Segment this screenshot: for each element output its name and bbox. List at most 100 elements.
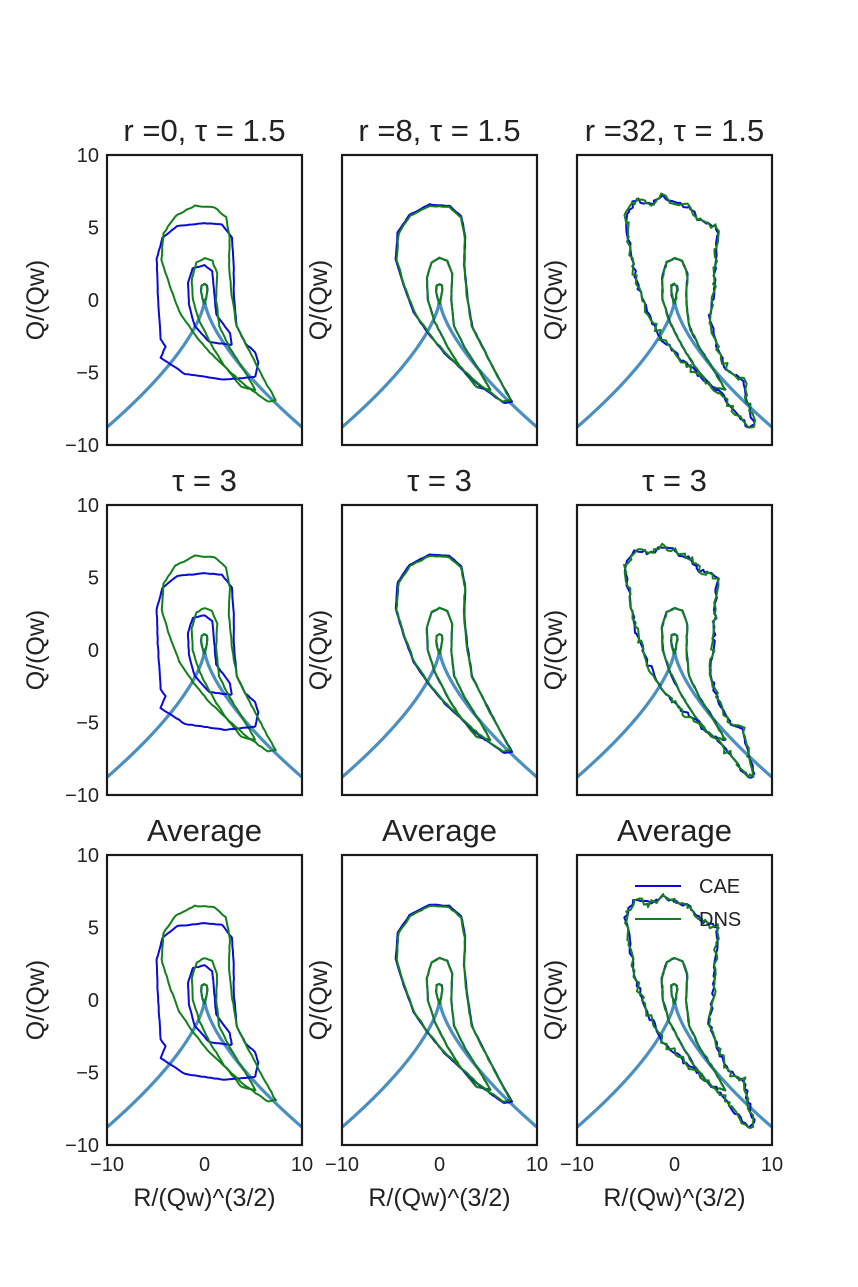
plot-area bbox=[577, 192, 772, 429]
panel-title: τ = 3 bbox=[642, 463, 707, 498]
dns-contour-1 bbox=[200, 632, 209, 655]
panel-1: r =0, τ = 1.5 10 5 0 −5 −10 Q/(Qw) bbox=[22, 113, 304, 457]
panel-title: τ = 3 bbox=[407, 463, 472, 498]
dns-contour-3 bbox=[160, 904, 277, 1103]
dns-contour-2 bbox=[660, 606, 727, 741]
vieillefosse-line bbox=[342, 648, 537, 779]
dns-contour-3 bbox=[395, 205, 512, 403]
x-axis-label: R/(Qw)^(3/2) bbox=[603, 1184, 745, 1212]
axes-frame bbox=[105, 503, 304, 797]
panel-6: τ = 3 Q/(Qw) bbox=[540, 463, 774, 797]
dns-contour-1 bbox=[670, 982, 679, 1005]
panel-title: Average bbox=[382, 813, 497, 848]
x-axis-label: R/(Qw)^(3/2) bbox=[368, 1184, 510, 1212]
vieillefosse-line bbox=[342, 298, 537, 429]
x-tick-label: 0 bbox=[669, 1154, 680, 1176]
cae-contour-3 bbox=[394, 553, 514, 755]
cae-contour-3 bbox=[155, 572, 260, 731]
y-tick-label: 5 bbox=[88, 918, 99, 940]
cae-contour-3 bbox=[394, 203, 513, 405]
vieillefosse-line bbox=[342, 998, 537, 1129]
y-tick-label: −5 bbox=[76, 1063, 99, 1085]
panel-9: Average Q/(Qw) −10 0 10 R/(Qw)^(3/2) CAE DNS bbox=[540, 813, 783, 1212]
vieillefosse-line bbox=[107, 648, 302, 779]
panel-title: τ = 3 bbox=[172, 463, 237, 498]
cae-contour-3 bbox=[155, 222, 260, 381]
dns-contour-1 bbox=[435, 982, 444, 1005]
dns-contour-2 bbox=[190, 957, 257, 1092]
panel-title: r =8, τ = 1.5 bbox=[358, 113, 520, 148]
dns-contour-3 bbox=[160, 554, 277, 753]
cae-contour-2 bbox=[187, 264, 233, 346]
axes-frame bbox=[340, 153, 539, 447]
plot-area bbox=[107, 554, 302, 779]
vieillefosse-line bbox=[107, 298, 302, 429]
vieillefosse-line bbox=[577, 998, 772, 1129]
dns-contour-2 bbox=[660, 956, 727, 1092]
axes-frame bbox=[340, 503, 539, 797]
cae-contour-2 bbox=[186, 614, 233, 696]
x-axis-label: R/(Qw)^(3/2) bbox=[133, 1184, 275, 1212]
panel-3: r =32, τ = 1.5 Q/(Qw) bbox=[540, 113, 774, 447]
dns-contour-2 bbox=[661, 256, 726, 391]
panel-2: r =8, τ = 1.5 Q/(Qw) bbox=[305, 113, 539, 447]
axes-frame bbox=[105, 853, 304, 1147]
dns-contour-1 bbox=[200, 283, 209, 305]
plot-area bbox=[342, 203, 537, 429]
y-axis-label: Q/(Qw) bbox=[22, 610, 50, 691]
dns-contour-1 bbox=[435, 633, 444, 655]
plot-area bbox=[342, 903, 537, 1129]
y-tick-label: 10 bbox=[77, 145, 99, 167]
x-tick-label: −10 bbox=[90, 1154, 124, 1176]
dns-contour-3 bbox=[623, 893, 755, 1129]
y-axis-label: Q/(Qw) bbox=[305, 610, 333, 691]
legend-label-cae: CAE bbox=[699, 876, 740, 898]
y-axis-label: Q/(Qw) bbox=[305, 260, 333, 341]
dns-contour-3 bbox=[622, 542, 755, 779]
y-axis-label: Q/(Qw) bbox=[22, 260, 50, 341]
y-tick-label: −5 bbox=[76, 363, 99, 385]
vieillefosse-line bbox=[577, 648, 772, 779]
plot-area bbox=[342, 553, 537, 779]
dns-contour-3 bbox=[160, 204, 277, 403]
panel-title: r =32, τ = 1.5 bbox=[585, 113, 764, 148]
x-tick-label: 0 bbox=[434, 1154, 445, 1176]
y-tick-label: 10 bbox=[77, 845, 99, 867]
axes-frame bbox=[575, 853, 774, 1147]
dns-contour-1 bbox=[200, 983, 209, 1005]
axes-frame bbox=[105, 153, 304, 447]
dns-contour-3 bbox=[395, 555, 512, 753]
dns-contour-1 bbox=[670, 282, 678, 305]
y-tick-label: 0 bbox=[88, 290, 99, 312]
legend-label-dns: DNS bbox=[699, 909, 741, 931]
x-tick-label: 10 bbox=[291, 1154, 313, 1176]
y-axis-label: Q/(Qw) bbox=[305, 960, 333, 1041]
dns-contour-2 bbox=[425, 956, 492, 1092]
dns-contour-2 bbox=[190, 257, 257, 392]
vieillefosse-line bbox=[577, 298, 772, 429]
panel-title: Average bbox=[617, 813, 732, 848]
cae-contour-3 bbox=[394, 903, 514, 1105]
legend: CAE DNS bbox=[635, 876, 741, 931]
dns-contour-3 bbox=[395, 904, 512, 1103]
y-tick-label: 0 bbox=[88, 990, 99, 1012]
dns-contour-1 bbox=[435, 283, 444, 305]
plot-area bbox=[577, 893, 772, 1129]
panel-5: τ = 3 Q/(Qw) bbox=[305, 463, 539, 797]
cae-contour-3 bbox=[625, 194, 756, 429]
panel-7: Average 10 5 0 −5 −10 Q/(Qw) −10 0 10 R/(Qw)^(3/2) bbox=[22, 813, 313, 1212]
cae-contour-2 bbox=[187, 964, 233, 1046]
plot-area bbox=[107, 904, 302, 1129]
y-axis-label: Q/(Qw) bbox=[540, 960, 568, 1041]
y-tick-label: 5 bbox=[88, 218, 99, 240]
x-tick-label: −10 bbox=[560, 1154, 594, 1176]
y-axis-label: Q/(Qw) bbox=[540, 260, 568, 341]
y-axis-label: Q/(Qw) bbox=[22, 960, 50, 1041]
y-tick-label: −10 bbox=[65, 1135, 99, 1157]
y-axis-label: Q/(Qw) bbox=[540, 610, 568, 691]
y-tick-label: 5 bbox=[88, 568, 99, 590]
axes-frame bbox=[340, 853, 539, 1147]
vieillefosse-line bbox=[107, 998, 302, 1129]
dns-contour-2 bbox=[425, 256, 492, 391]
